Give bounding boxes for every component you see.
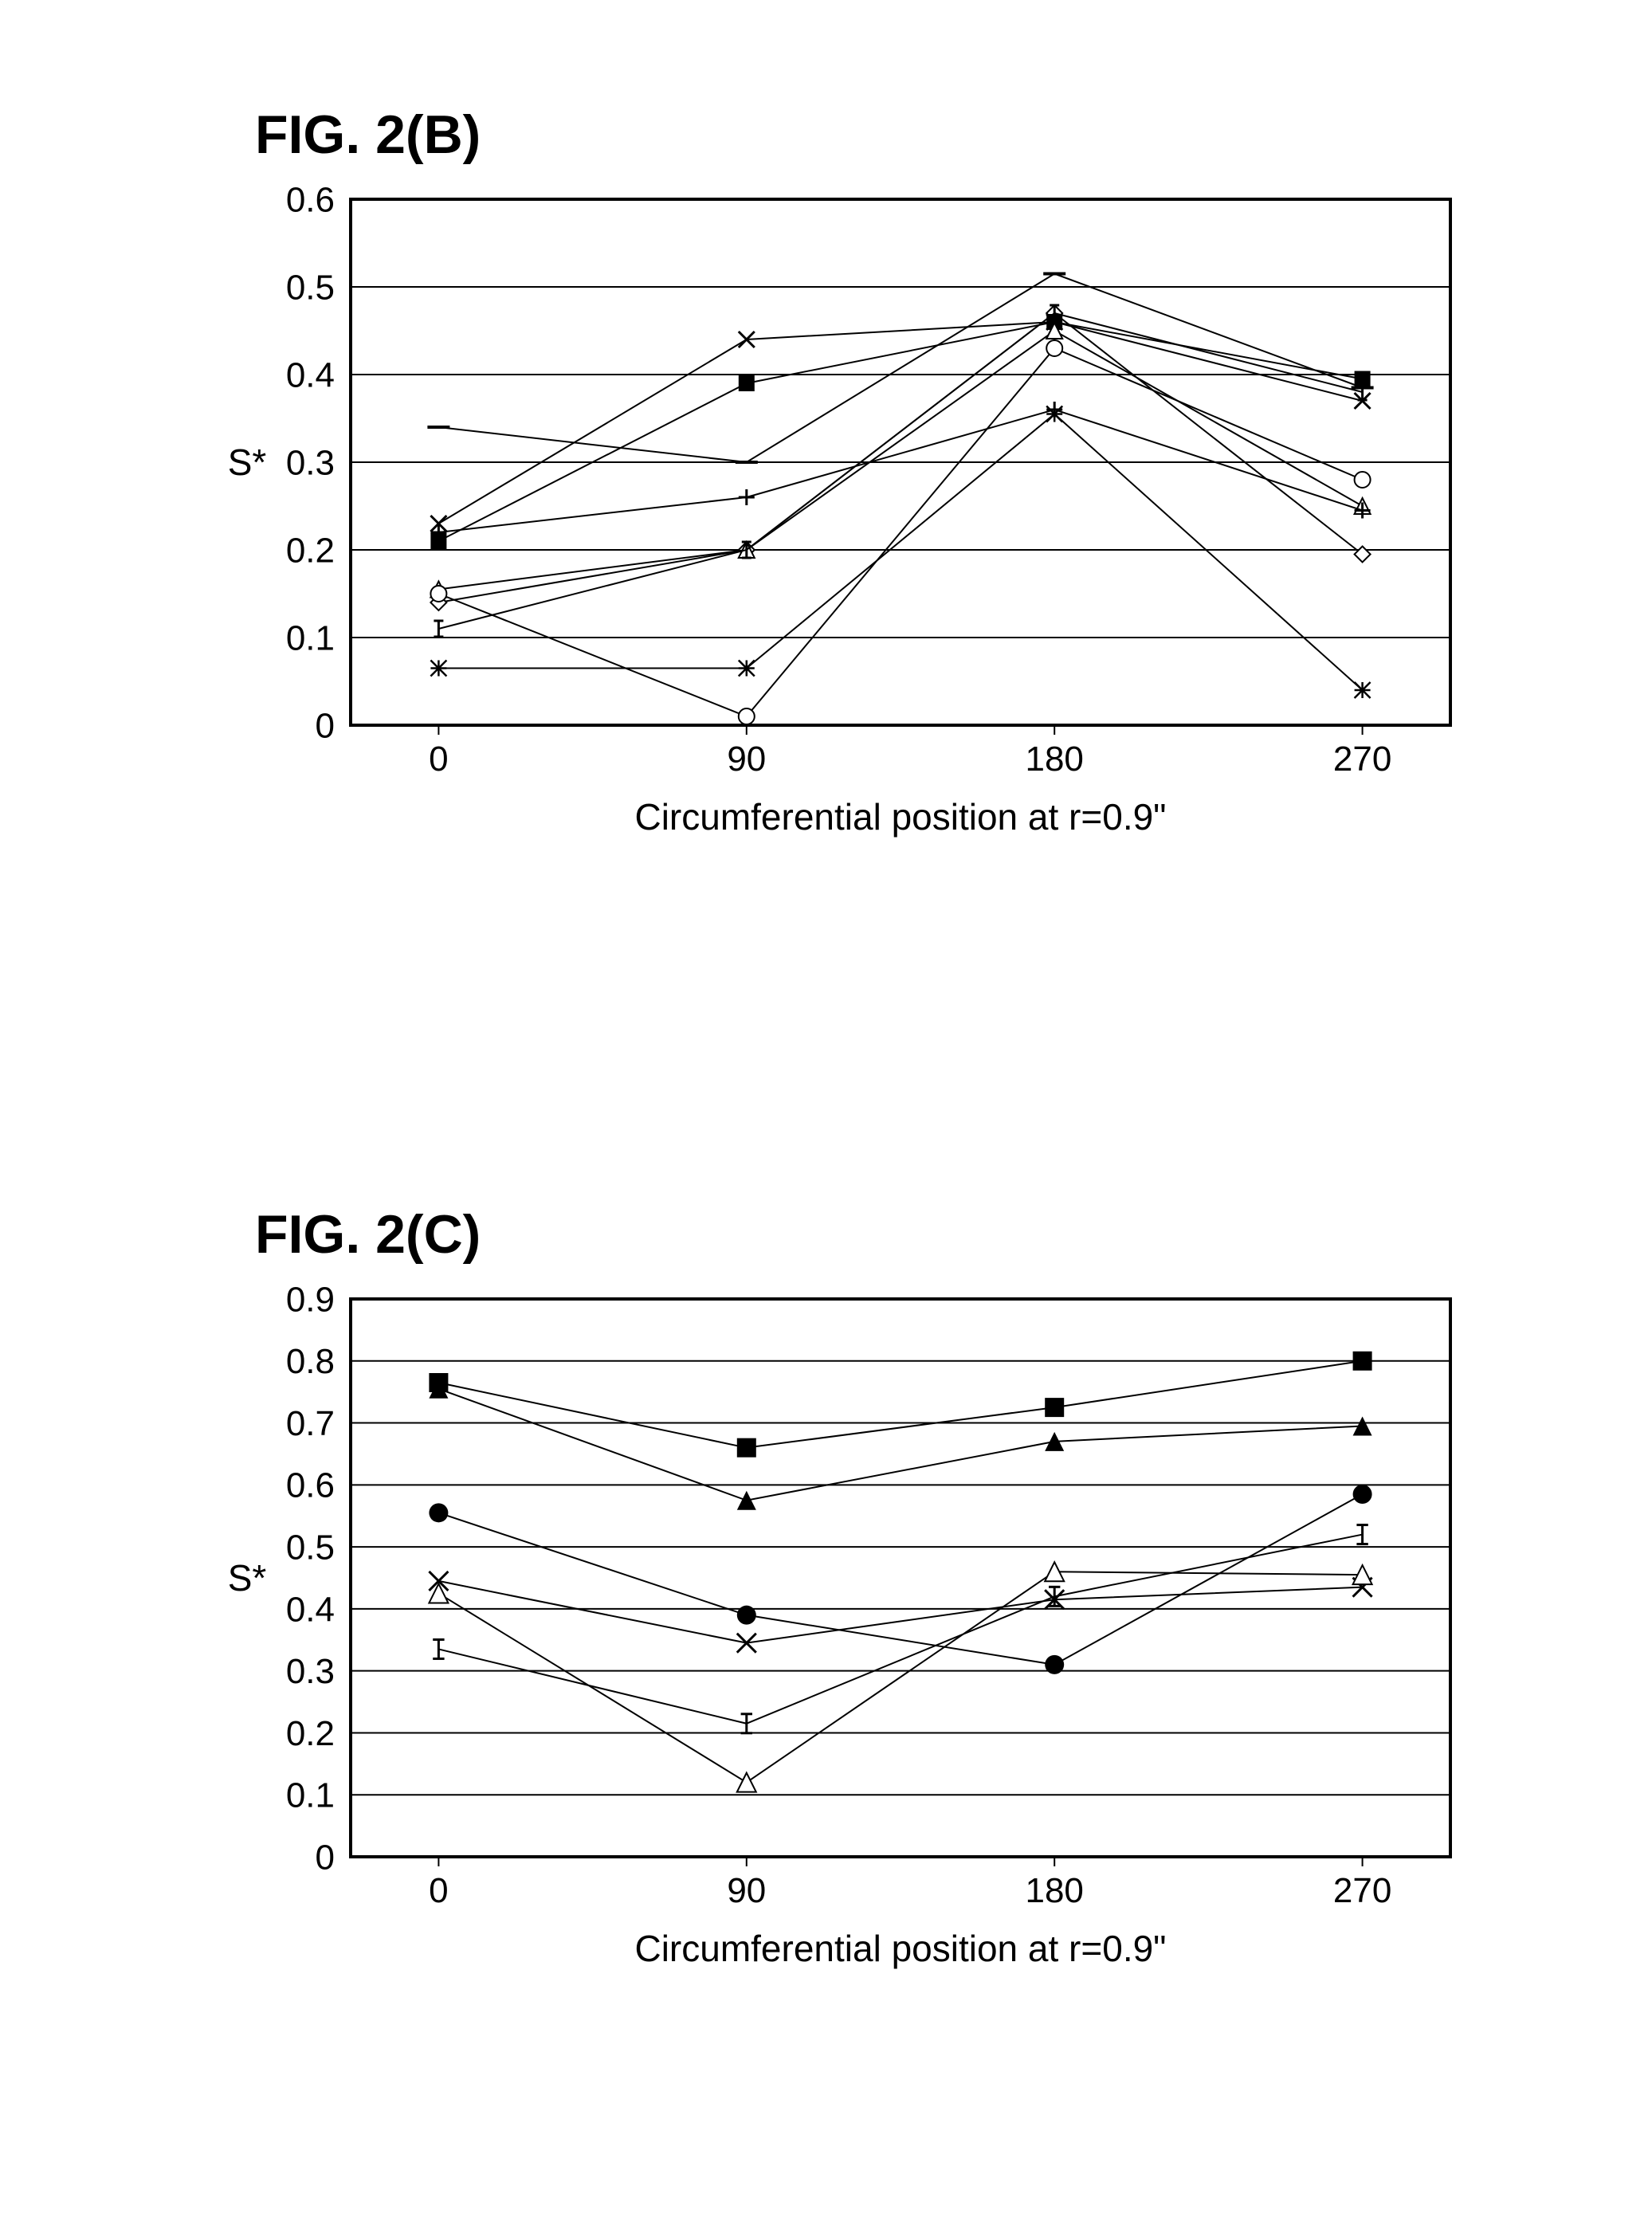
chart-svg: 0 0.1 0.2 0.3 0.4 0.5 0.6 0 90 180 270 Circumferent… bbox=[207, 183, 1482, 861]
x-tick-label: 270 bbox=[1333, 1871, 1391, 1910]
y-tick-label: 0.2 bbox=[286, 1714, 335, 1753]
series-line bbox=[438, 348, 1362, 716]
y-tick-label: 0.7 bbox=[286, 1404, 335, 1443]
y-tick-label: 0.6 bbox=[286, 1466, 335, 1505]
x-axis-label: Circumferential position at r=0.9" bbox=[634, 796, 1166, 838]
y-tick-label: 0.4 bbox=[286, 355, 335, 394]
x-tick-label: 180 bbox=[1025, 1871, 1083, 1910]
figure-c-chart: 0 0.1 0.2 0.3 0.4 0.5 0.6 0.7 0.8 0.9 0 90 180 270 Cir… bbox=[207, 1283, 1482, 1996]
series-line bbox=[438, 1389, 1362, 1501]
y-tick-label: 0.9 bbox=[286, 1280, 335, 1319]
series-line bbox=[438, 1361, 1362, 1448]
y-tick-label: 0.1 bbox=[286, 1776, 335, 1815]
x-tick-label: 180 bbox=[1025, 740, 1083, 779]
y-axis-label: S* bbox=[228, 441, 267, 483]
y-axis-label: S* bbox=[228, 1557, 267, 1599]
series-line bbox=[438, 1535, 1362, 1724]
plot-area bbox=[351, 1299, 1450, 1857]
x-tick-label: 90 bbox=[727, 1871, 766, 1910]
y-tick-label: 0.1 bbox=[286, 618, 335, 657]
figure-b-title: FIG. 2(B) bbox=[255, 104, 481, 166]
series-line bbox=[438, 1572, 1362, 1782]
y-tick-label: 0.8 bbox=[286, 1342, 335, 1381]
figure-b-chart: 0 0.1 0.2 0.3 0.4 0.5 0.6 0 90 180 270 Circumferent… bbox=[207, 183, 1482, 865]
series-line bbox=[438, 1581, 1362, 1643]
y-tick-label: 0 bbox=[316, 706, 335, 745]
y-tick-label: 0.4 bbox=[286, 1590, 335, 1629]
y-tick-label: 0.5 bbox=[286, 268, 335, 307]
y-tick-label: 0.5 bbox=[286, 1528, 335, 1568]
series-line bbox=[438, 274, 1362, 463]
x-tick-label: 0 bbox=[429, 740, 448, 779]
figure-c-title: FIG. 2(C) bbox=[255, 1203, 481, 1265]
x-tick-label: 270 bbox=[1333, 740, 1391, 779]
y-tick-label: 0 bbox=[316, 1838, 335, 1877]
y-tick-label: 0.3 bbox=[286, 1652, 335, 1691]
y-tick-label: 0.6 bbox=[286, 180, 335, 219]
x-axis-label: Circumferential position at r=0.9" bbox=[634, 1928, 1166, 1969]
series-line bbox=[438, 1494, 1362, 1665]
y-tick-label: 0.2 bbox=[286, 531, 335, 570]
y-tick-label: 0.3 bbox=[286, 443, 335, 482]
x-tick-label: 90 bbox=[727, 740, 766, 779]
chart-svg: 0 0.1 0.2 0.3 0.4 0.5 0.6 0.7 0.8 0.9 0 90 180 270 Cir… bbox=[207, 1283, 1482, 1992]
x-tick-label: 0 bbox=[429, 1871, 448, 1910]
